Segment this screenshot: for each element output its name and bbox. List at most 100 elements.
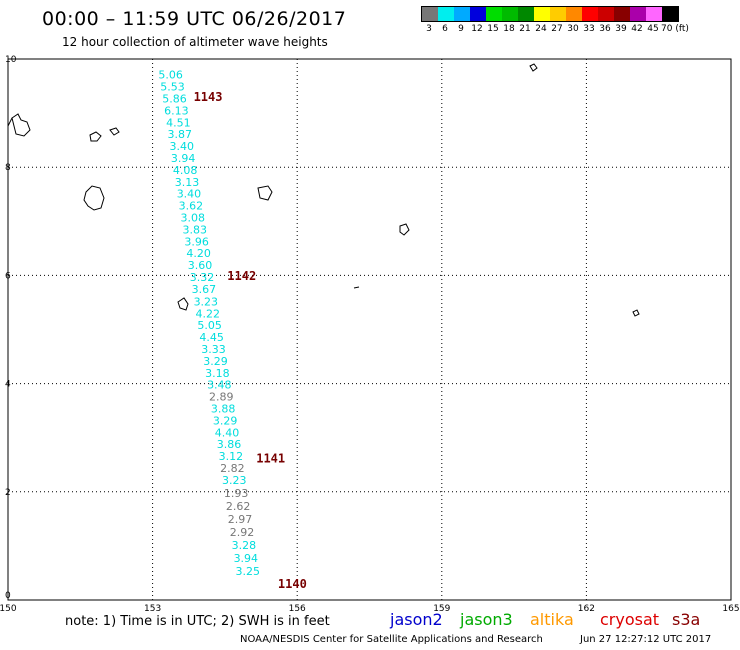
colorbar-labels: 3 6 9 12 15 18 21 24 27 30 33 36 39 42 45 70 (ft): [421, 24, 689, 34]
longitude-tick-labels: 150 153 156 159 162 165: [0, 604, 740, 614]
island-outlines: [7, 63, 640, 317]
island-outline: [11, 113, 31, 137]
island-outline: [632, 309, 640, 317]
colorbar-label: 3: [426, 24, 432, 34]
mission-label-cryosat: cryosat: [600, 610, 660, 629]
colorbar-label: 42: [631, 24, 643, 34]
colorbar-label: 6: [442, 24, 448, 34]
colorbar-swatch: [470, 7, 486, 21]
colorbar-swatch: [502, 7, 518, 21]
pass-number-label: 1140: [278, 577, 307, 591]
latitude-tick-label: 6: [5, 271, 11, 281]
wave-height-value: 4.20: [186, 247, 211, 260]
island-outline: [257, 185, 273, 201]
mission-label-altika: altika: [530, 610, 574, 629]
wave-height-value: 3.86: [217, 438, 242, 451]
colorbar-swatches: [421, 6, 679, 22]
wave-height-value: 3.88: [211, 402, 236, 415]
latitude-tick-labels: 10 8 6 4 2 0: [5, 55, 17, 601]
wave-height-value: 3.32: [190, 271, 215, 284]
mission-label-jason2: jason2: [390, 610, 443, 629]
colorbar-swatch: [518, 7, 534, 21]
colorbar-label: 33: [583, 24, 595, 34]
colorbar-label: 12: [471, 24, 483, 34]
wave-height-value: 3.29: [203, 355, 228, 368]
wave-height-value: 4.40: [215, 426, 240, 439]
wave-height-value: 5.53: [160, 81, 185, 94]
wave-height-value: 1.93: [224, 487, 249, 500]
pass-number-label: 1141: [256, 451, 285, 465]
colorbar-swatch: [582, 7, 598, 21]
wave-height-value: 2.62: [226, 500, 251, 513]
wave-height-value: 4.45: [199, 331, 224, 344]
island-outline: [399, 223, 410, 236]
colorbar-label: 18: [503, 24, 515, 34]
generation-timestamp: Jun 27 12:27:12 UTC 2017: [580, 634, 712, 645]
pass-number-label: 1143: [194, 90, 223, 104]
wave-height-value: 4.51: [166, 116, 191, 129]
map-gridlines: [8, 59, 731, 600]
colorbar-swatch: [486, 7, 502, 21]
wave-height-value: 6.13: [164, 104, 189, 117]
longitude-tick-label: 159: [433, 604, 450, 614]
colorbar-swatch: [550, 7, 566, 21]
wave-height-value: 2.82: [220, 462, 245, 475]
wave-height-value: 3.23: [222, 474, 247, 487]
wave-height-value: 3.08: [181, 212, 206, 225]
colorbar-swatch: [438, 7, 454, 21]
colorbar-label: 9: [458, 24, 464, 34]
wave-height-value: 3.62: [179, 200, 204, 213]
wave-height-value: 3.87: [168, 128, 193, 141]
wave-height-value: 2.97: [228, 513, 253, 526]
wave-height-value: 4.08: [173, 164, 198, 177]
colorbar-label: 70 (ft): [661, 24, 689, 34]
latitude-tick-label: 2: [5, 488, 11, 498]
wave-height-value: 3.94: [234, 552, 258, 565]
colorbar-swatch: [598, 7, 614, 21]
island-outline: [89, 131, 102, 142]
colorbar-swatch: [534, 7, 550, 21]
map-title: 00:00 – 11:59 UTC 06/26/2017: [42, 8, 347, 30]
colorbar-label: 45: [647, 24, 659, 34]
colorbar-label: 39: [615, 24, 627, 34]
map-subtitle: 12 hour collection of altimeter wave hei…: [62, 35, 328, 49]
island-outline: [529, 63, 538, 72]
longitude-tick-label: 153: [144, 604, 161, 614]
colorbar-swatch: [662, 7, 678, 21]
colorbar-label: 24: [535, 24, 547, 34]
wave-height-value: 3.40: [169, 140, 194, 153]
colorbar-label: 21: [519, 24, 531, 34]
latitude-tick-label: 0: [5, 591, 11, 601]
latitude-tick-label: 4: [5, 380, 11, 390]
colorbar-swatch: [454, 7, 470, 21]
colorbar-swatch: [422, 7, 438, 21]
colorbar-swatch: [646, 7, 662, 21]
wave-height-value: 3.13: [175, 176, 200, 189]
wave-height-value: 3.96: [184, 235, 209, 248]
wave-height-value: 3.25: [236, 565, 261, 578]
wave-height-value: 4.22: [195, 307, 220, 320]
wave-height-value: 3.60: [188, 259, 213, 272]
island-outline: [177, 297, 189, 311]
wave-height-observations: 5.065.535.866.134.513.873.403.944.083.13…: [158, 69, 260, 578]
island-outline: [353, 286, 360, 289]
colorbar-swatch: [566, 7, 582, 21]
map-border: [7, 58, 732, 601]
colorbar-label: 15: [487, 24, 499, 34]
wave-height-value: 3.33: [201, 343, 226, 356]
wave-height-value: 3.23: [194, 295, 219, 308]
wave-height-value: 2.92: [230, 526, 255, 539]
satellite-pass-labels: 1143 1142 1141 1140: [194, 90, 307, 591]
wave-height-value: 3.48: [207, 379, 232, 392]
wave-height-value: 3.83: [182, 223, 207, 236]
wave-height-value: 2.89: [209, 391, 234, 404]
wave-height-value: 3.94: [171, 152, 196, 165]
longitude-tick-label: 165: [722, 604, 739, 614]
wave-height-value: 3.29: [213, 414, 238, 427]
credit-text: NOAA/NESDIS Center for Satellite Applica…: [240, 634, 543, 645]
mission-label-s3a: s3a: [672, 610, 701, 629]
island-outline: [109, 127, 120, 136]
colorbar-label: 36: [599, 24, 611, 34]
map-frame: [7, 58, 732, 601]
